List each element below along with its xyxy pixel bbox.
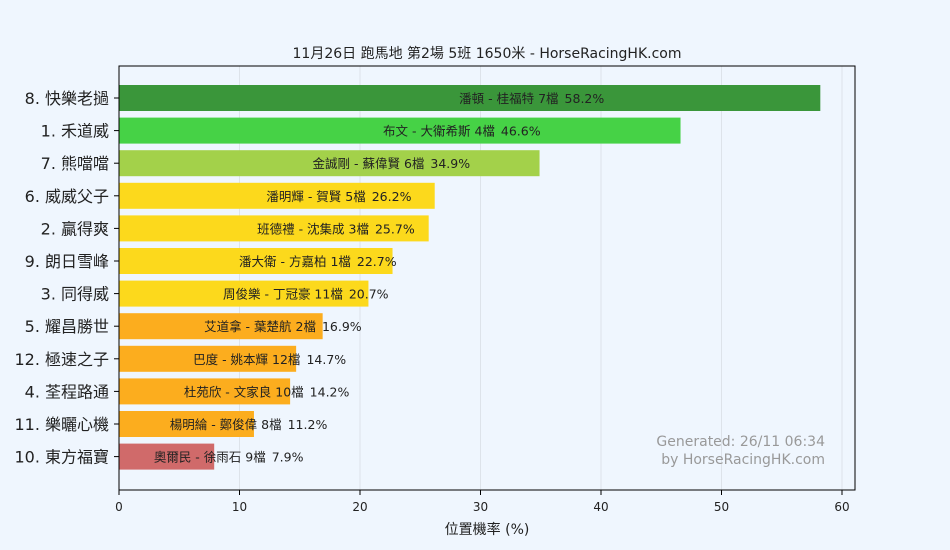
bar-label-value: 58.2% [565, 91, 605, 106]
y-tick-label: 3. 同得威 [41, 285, 109, 304]
bar-label: 奧爾民 - 徐雨石 9檔 7.9% [154, 450, 304, 465]
x-axis-label: 位置機率 (%) [445, 521, 530, 538]
bar-label: 布文 - 大衛希斯 4檔 46.6% [383, 124, 541, 139]
bar-label: 潘頓 - 桂福特 7檔 58.2% [459, 91, 604, 106]
bar-label-jockey-trainer: 布文 - 大衛希斯 4檔 [383, 124, 495, 139]
bar-label-jockey-trainer: 奧爾民 - 徐雨石 9檔 [154, 450, 266, 465]
bar [119, 182, 435, 209]
bar-label-jockey-trainer: 潘大衛 - 方嘉柏 1檔 [239, 254, 351, 269]
bar-label: 金誠剛 - 蘇偉賢 6檔 34.9% [313, 156, 471, 171]
bar-label: 杜苑欣 - 文家良 10檔 14.2% [184, 384, 350, 399]
y-tick-label: 8. 快樂老撾 [25, 89, 109, 108]
bar-label: 周俊樂 - 丁冠豪 11檔 20.7% [223, 287, 389, 302]
x-tick-label: 60 [834, 500, 849, 514]
bar-label-value: 14.7% [306, 352, 346, 367]
bar-label-jockey-trainer: 班德禮 - 沈集成 3檔 [257, 221, 369, 236]
bar-label-jockey-trainer: 楊明綸 - 鄭俊偉 8檔 [170, 417, 282, 432]
bar [119, 345, 297, 372]
y-tick-label: 11. 樂曬心機 [14, 415, 109, 434]
plot-frame [118, 65, 856, 491]
bar-label: 楊明綸 - 鄭俊偉 8檔 11.2% [170, 417, 328, 432]
bar-label-value: 22.7% [357, 254, 397, 269]
y-tick-label: 7. 熊噹噹 [41, 154, 109, 173]
bar [119, 313, 323, 340]
bar [119, 411, 254, 437]
bar-label: 潘大衛 - 方嘉柏 1檔 22.7% [239, 254, 397, 269]
y-tick-label: 12. 極速之子 [14, 350, 109, 369]
bar-label-value: 25.7% [375, 221, 415, 236]
bar-label-value: 11.2% [288, 417, 328, 432]
bar-label-value: 20.7% [349, 287, 389, 302]
y-tick-label: 4. 荃程路通 [25, 382, 109, 401]
y-tick-label: 10. 東方福寶 [14, 448, 109, 467]
bar-label: 班德禮 - 沈集成 3檔 25.7% [257, 221, 415, 236]
bar-label-value: 26.2% [372, 189, 412, 204]
bar-label-jockey-trainer: 潘明輝 - 賀賢 5檔 [266, 189, 365, 204]
y-tick-label: 1. 禾道威 [41, 122, 109, 141]
x-tick-label: 30 [473, 500, 488, 514]
bar-label-jockey-trainer: 巴度 - 姚本輝 12檔 [193, 352, 300, 367]
chart-title: 11月26日 跑馬地 第2場 5班 1650米 - HorseRacingHK.… [293, 45, 682, 62]
x-tick-label: 0 [115, 500, 123, 514]
y-tick-label: 5. 耀昌勝世 [25, 317, 109, 336]
bar [119, 85, 821, 111]
bar [119, 150, 540, 177]
bar-label-jockey-trainer: 周俊樂 - 丁冠豪 11檔 [223, 287, 343, 302]
bar [119, 443, 215, 470]
bar [119, 215, 429, 242]
bar-label-value: 16.9% [322, 319, 362, 334]
annotation-line-2: by HorseRacingHK.com [661, 452, 825, 468]
bar [119, 117, 681, 144]
bar [119, 248, 393, 274]
x-tick-label: 20 [352, 500, 367, 514]
bar-label-jockey-trainer: 杜苑欣 - 文家良 10檔 [184, 384, 304, 399]
bar [119, 280, 369, 307]
bar-label-jockey-trainer: 艾道拿 - 葉楚航 2檔 [204, 319, 316, 334]
bar-label-jockey-trainer: 潘頓 - 桂福特 7檔 [459, 91, 558, 106]
x-tick-label: 50 [714, 500, 729, 514]
bar-label-value: 34.9% [430, 156, 470, 171]
x-tick-label: 40 [593, 500, 608, 514]
x-tick-label: 10 [232, 500, 247, 514]
y-tick-label: 6. 威威父子 [25, 187, 109, 206]
bar-label: 巴度 - 姚本輝 12檔 14.7% [193, 352, 346, 367]
y-tick-label: 2. 贏得爽 [41, 219, 109, 238]
bar [119, 378, 291, 405]
annotation-line-1: Generated: 26/11 06:34 [656, 434, 825, 450]
bar-label-value: 46.6% [501, 124, 541, 139]
bar-label-value: 7.9% [272, 450, 304, 465]
bar-label: 艾道拿 - 葉楚航 2檔 16.9% [204, 319, 362, 334]
y-tick-label: 9. 朗日雪峰 [25, 252, 109, 271]
bar-label-value: 14.2% [310, 384, 350, 399]
bar-label-jockey-trainer: 金誠剛 - 蘇偉賢 6檔 [313, 156, 425, 171]
bar-label: 潘明輝 - 賀賢 5檔 26.2% [266, 189, 411, 204]
